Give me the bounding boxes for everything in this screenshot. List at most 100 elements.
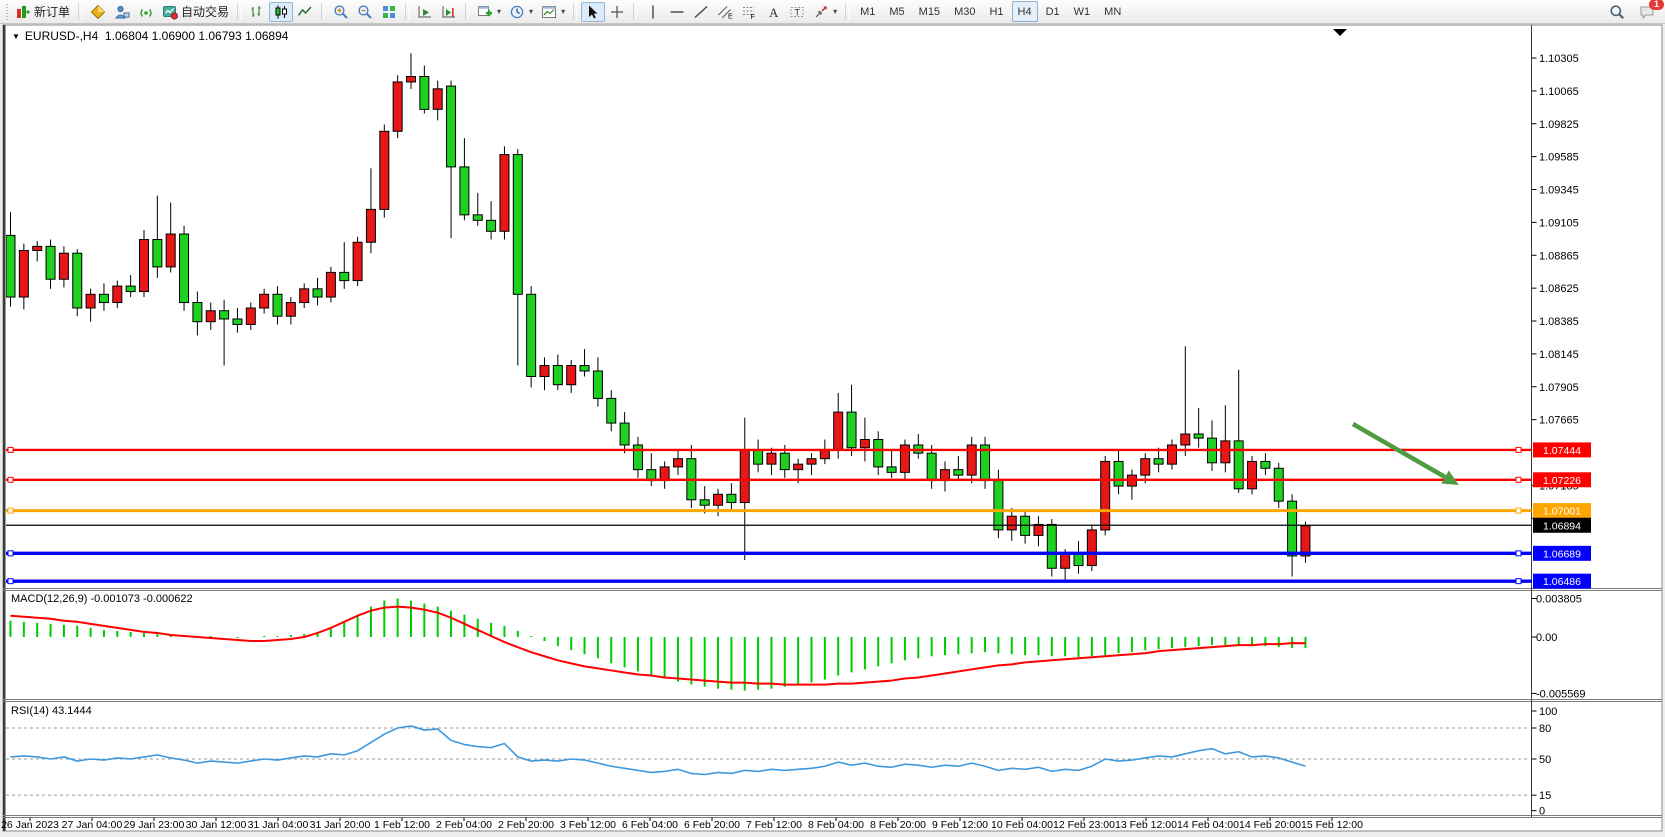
candle-up (859, 439, 870, 449)
vertical-line-button[interactable] (641, 2, 665, 22)
candle-down (486, 219, 497, 232)
signals-button[interactable] (134, 2, 158, 22)
svg-text:13 Feb 12:00: 13 Feb 12:00 (1115, 819, 1177, 831)
candle-down (179, 233, 190, 304)
text-label-button[interactable]: T (785, 2, 809, 22)
svg-text:1.09585: 1.09585 (1539, 152, 1579, 164)
arrows-button[interactable]: ▾ (809, 2, 841, 22)
candle-down (846, 411, 857, 449)
toolbar-separator (845, 3, 850, 20)
text-button[interactable]: A (761, 2, 785, 22)
svg-text:15: 15 (1539, 790, 1551, 802)
candle-up (1140, 458, 1151, 476)
svg-text:2 Feb 04:00: 2 Feb 04:00 (436, 819, 492, 831)
timeframe-button-M5[interactable]: M5 (889, 5, 905, 18)
svg-text:12 Feb 23:00: 12 Feb 23:00 (1053, 819, 1115, 831)
timeframe-button-MN[interactable]: MN (1104, 5, 1122, 18)
tile-windows-button[interactable] (377, 2, 401, 22)
svg-text:0.00: 0.00 (1536, 632, 1557, 644)
candlestick-chart-button[interactable] (269, 1, 294, 22)
symbols-button[interactable] (86, 2, 110, 22)
candle-up (165, 233, 176, 268)
timeframe-button-W1[interactable]: W1 (1073, 5, 1091, 18)
trendline-icon (693, 4, 709, 20)
line-handle[interactable] (7, 446, 14, 453)
candle-down (125, 285, 136, 293)
trend-arrow-head[interactable] (1441, 470, 1459, 485)
svg-text:1.10305: 1.10305 (1539, 53, 1579, 65)
chart-shift-button[interactable] (437, 2, 461, 22)
line-chart-button[interactable] (293, 2, 317, 22)
candle-up (566, 365, 577, 386)
new-order-button[interactable]: 新订单 (11, 2, 74, 22)
symbol-dropdown-icon[interactable]: ▼ (12, 31, 20, 41)
candle-down (1273, 467, 1284, 502)
candle-down (579, 365, 590, 372)
tile-windows-icon (381, 4, 397, 20)
autotrading-button[interactable]: 自动交易 (158, 2, 233, 22)
line-handle[interactable] (1515, 446, 1522, 453)
svg-text:1.08625: 1.08625 (1539, 283, 1579, 295)
svg-text:26 Jan 2023: 26 Jan 2023 (1, 819, 59, 831)
candle-up (499, 154, 510, 232)
trend-arrow-annotation[interactable] (1351, 422, 1447, 479)
line-handle[interactable] (7, 578, 14, 585)
profile-button[interactable] (110, 2, 134, 22)
line-handle[interactable] (1515, 507, 1522, 514)
candle-down (619, 422, 630, 446)
line-handle[interactable] (1515, 550, 1522, 557)
candle-up (379, 130, 390, 210)
candle-down (339, 271, 350, 282)
svg-text:27 Jan 04:00: 27 Jan 04:00 (62, 819, 123, 831)
candle-down (6, 234, 16, 298)
bar-chart-icon (249, 4, 265, 20)
crosshair-button[interactable] (605, 2, 629, 22)
timeframe-button-M15[interactable]: M15 (918, 5, 941, 18)
svg-text:8 Feb 04:00: 8 Feb 04:00 (808, 819, 864, 831)
chart-title: ▼ EURUSD-,H4 1.06804 1.06900 1.06793 1.0… (12, 29, 288, 43)
cursor-button[interactable] (581, 1, 606, 22)
candle-up (325, 271, 336, 298)
time-axis: 26 Jan 2023 27 Jan 04:00 29 Jan 23:00 30 Ja… (1, 817, 1363, 831)
horizontal-line-button[interactable] (665, 2, 689, 22)
svg-text:9 Feb 12:00: 9 Feb 12:00 (932, 819, 988, 831)
trendline-button[interactable] (689, 2, 713, 22)
svg-text:6 Feb 04:00: 6 Feb 04:00 (622, 819, 678, 831)
svg-text:1.08865: 1.08865 (1539, 250, 1579, 262)
timeframe-button-H1[interactable]: H1 (989, 5, 1004, 18)
svg-text:100: 100 (1539, 706, 1557, 718)
fibonacci-button[interactable]: F (737, 2, 761, 22)
candle-up (85, 293, 96, 309)
timeframe-button-M1[interactable]: M1 (860, 5, 876, 18)
chart-shift-marker[interactable] (1333, 29, 1347, 36)
line-handle[interactable] (1515, 476, 1522, 483)
price-axis: 1.10305 1.10065 1.09825 1.09585 1.09345 1.091… (1531, 53, 1579, 525)
timeframe-button-H4[interactable]: H4 (1011, 1, 1038, 22)
line-handle[interactable] (7, 507, 14, 514)
periods-button[interactable]: ▾ (505, 2, 537, 22)
price-badge (1533, 503, 1591, 519)
svg-text:3 Feb 12:00: 3 Feb 12:00 (560, 819, 616, 831)
line-handle[interactable] (7, 550, 14, 557)
candle-up (1100, 460, 1111, 531)
candle-up (299, 288, 310, 304)
auto-scroll-button[interactable] (413, 2, 437, 22)
zoom-out-button[interactable] (353, 2, 377, 22)
candle-up (1006, 515, 1017, 531)
new-chart-button[interactable]: ▾ (473, 2, 505, 22)
line-handle[interactable] (7, 476, 14, 483)
zoom-in-button[interactable] (329, 2, 353, 22)
line-handle[interactable] (1515, 578, 1522, 585)
equidistant-channel-button[interactable]: E (713, 2, 737, 22)
svg-text:T: T (795, 7, 801, 17)
timeframe-button-D1[interactable]: D1 (1045, 5, 1060, 18)
notifications-button[interactable]: 1 (1635, 0, 1664, 22)
search-button[interactable] (1605, 2, 1629, 22)
templates-button[interactable]: ▾ (537, 2, 569, 22)
svg-text:2 Feb 20:00: 2 Feb 20:00 (498, 819, 554, 831)
timeframe-button-M30[interactable]: M30 (954, 5, 976, 18)
svg-text:1.07905: 1.07905 (1539, 382, 1579, 394)
candle-up (539, 365, 550, 377)
bar-chart-button[interactable] (245, 2, 269, 22)
